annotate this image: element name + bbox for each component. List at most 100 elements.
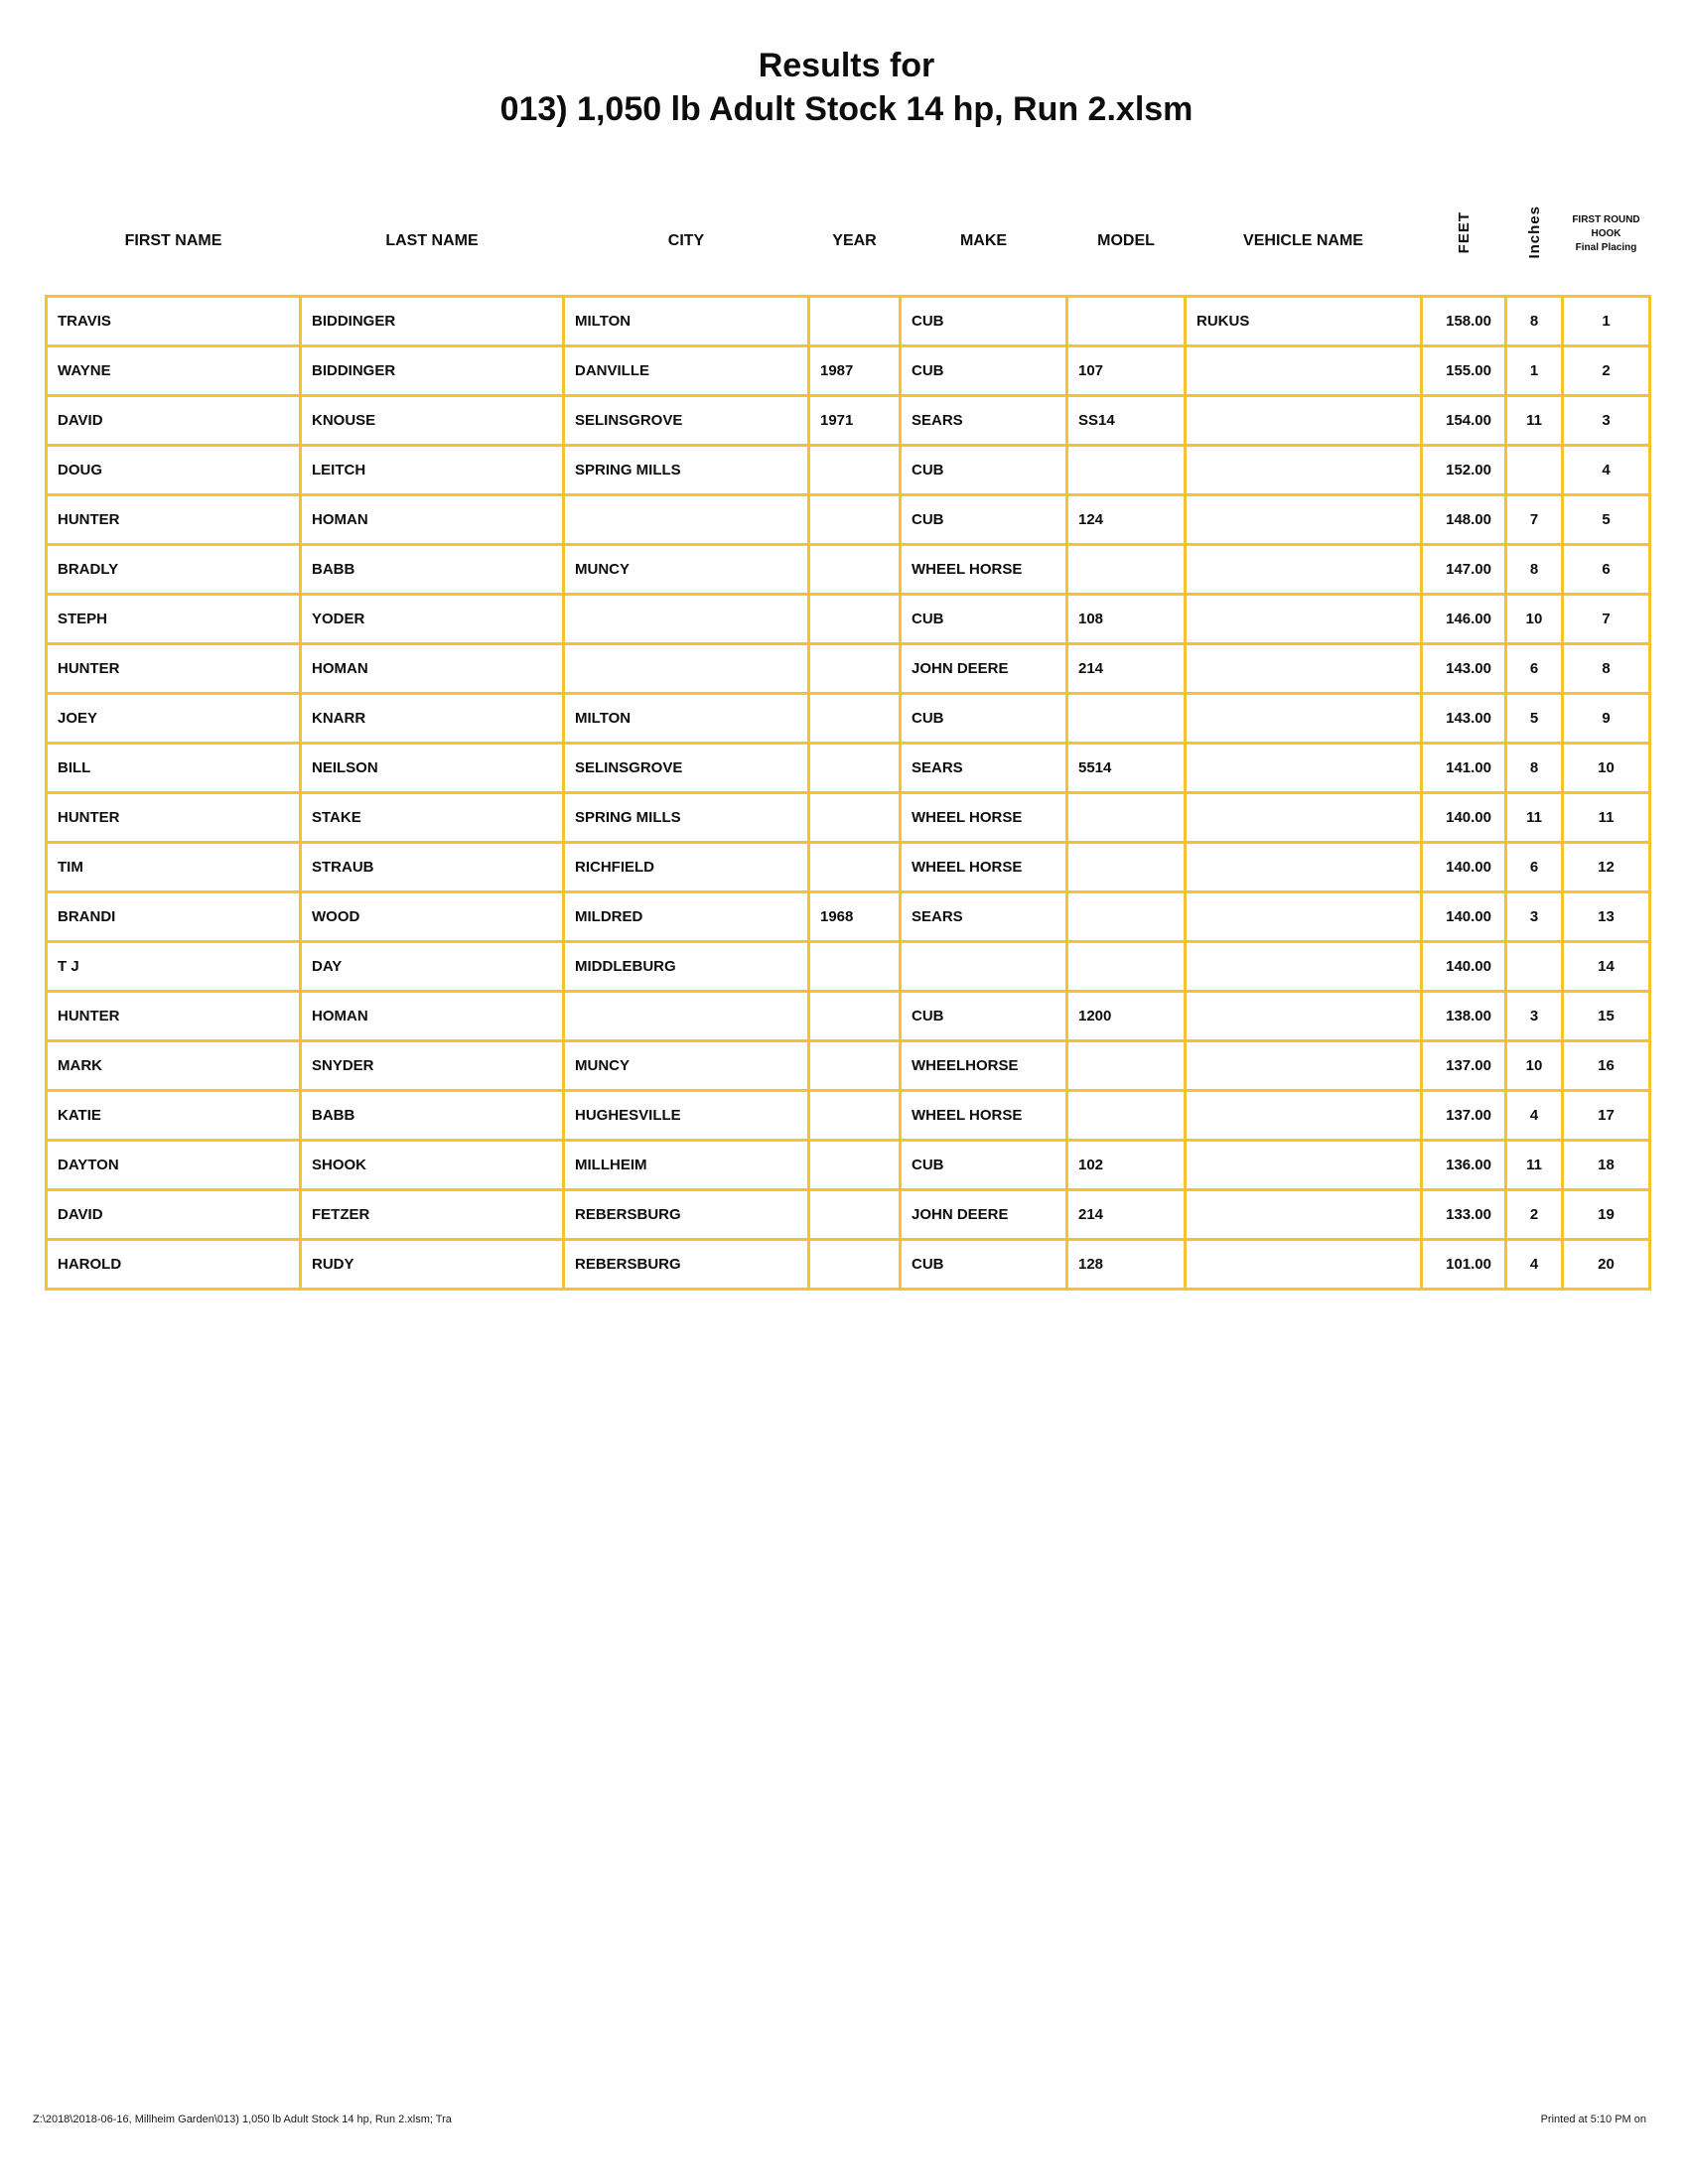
- cell-last-name: STRAUB: [299, 841, 565, 893]
- cell-make: CUB: [899, 444, 1068, 496]
- cell-first-name: BILL: [45, 742, 302, 794]
- cell-make: SEARS: [899, 394, 1068, 447]
- table-row: HUNTER HOMAN CUB 1200 138.00 3 15: [45, 990, 1651, 1042]
- header-row: FIRST NAME LAST NAME CITY YEAR MAKE MODE…: [47, 187, 1650, 297]
- cell-vehicle-name: [1184, 841, 1423, 893]
- cell-inches: [1504, 940, 1564, 993]
- cell-model: 214: [1065, 1188, 1187, 1241]
- table-row: MARK SNYDER MUNCY WHEELHORSE 137.00 10 1…: [45, 1039, 1651, 1092]
- cell-make: WHEELHORSE: [899, 1039, 1068, 1092]
- cell-first-name: HAROLD: [45, 1238, 302, 1291]
- cell-city: SELINSGROVE: [562, 742, 810, 794]
- cell-inches: 2: [1504, 1188, 1564, 1241]
- cell-city: [562, 493, 810, 546]
- cell-feet: 158.00: [1420, 295, 1507, 347]
- cell-year: [807, 444, 902, 496]
- cell-inches: 10: [1504, 593, 1564, 645]
- cell-first-name: BRANDI: [45, 890, 302, 943]
- cell-year: [807, 1089, 902, 1142]
- cell-final-placing: 9: [1561, 692, 1651, 745]
- cell-make: JOHN DEERE: [899, 1188, 1068, 1241]
- cell-feet: 146.00: [1420, 593, 1507, 645]
- cell-inches: 6: [1504, 642, 1564, 695]
- cell-vehicle-name: [1184, 1188, 1423, 1241]
- cell-vehicle-name: RUKUS: [1184, 295, 1423, 347]
- cell-make: CUB: [899, 593, 1068, 645]
- col-header-inches: Inches: [1506, 187, 1563, 297]
- cell-first-name: HUNTER: [45, 493, 302, 546]
- cell-inches: 11: [1504, 1139, 1564, 1191]
- cell-make: WHEEL HORSE: [899, 543, 1068, 596]
- cell-vehicle-name: [1184, 1039, 1423, 1092]
- cell-inches: 8: [1504, 543, 1564, 596]
- cell-feet: 141.00: [1420, 742, 1507, 794]
- cell-first-name: BRADLY: [45, 543, 302, 596]
- table-row: BRADLY BABB MUNCY WHEEL HORSE 147.00 8 6: [45, 543, 1651, 596]
- cell-feet: 137.00: [1420, 1089, 1507, 1142]
- cell-make: [899, 940, 1068, 993]
- results-table: FIRST NAME LAST NAME CITY YEAR MAKE MODE…: [45, 187, 1651, 1291]
- cell-last-name: BIDDINGER: [299, 295, 565, 347]
- cell-year: [807, 1238, 902, 1291]
- cell-year: [807, 295, 902, 347]
- cell-vehicle-name: [1184, 940, 1423, 993]
- cell-year: [807, 593, 902, 645]
- cell-vehicle-name: [1184, 890, 1423, 943]
- feet-rotated-label: FEET: [1455, 210, 1473, 254]
- cell-feet: 140.00: [1420, 841, 1507, 893]
- cell-city: SPRING MILLS: [562, 791, 810, 844]
- cell-year: 1968: [807, 890, 902, 943]
- cell-feet: 140.00: [1420, 890, 1507, 943]
- table-row: HAROLD RUDY REBERSBURG CUB 128 101.00 4 …: [45, 1238, 1651, 1291]
- cell-inches: 3: [1504, 890, 1564, 943]
- table-row: DAVID KNOUSE SELINSGROVE 1971 SEARS SS14…: [45, 394, 1651, 447]
- cell-city: REBERSBURG: [562, 1238, 810, 1291]
- col-header-final-placing: FIRST ROUND HOOK Final Placing: [1563, 187, 1650, 297]
- cell-final-placing: 12: [1561, 841, 1651, 893]
- cell-model: [1065, 692, 1187, 745]
- cell-final-placing: 4: [1561, 444, 1651, 496]
- cell-year: [807, 791, 902, 844]
- cell-city: [562, 642, 810, 695]
- cell-vehicle-name: [1184, 742, 1423, 794]
- cell-vehicle-name: [1184, 444, 1423, 496]
- table-row: HUNTER HOMAN CUB 124 148.00 7 5: [45, 493, 1651, 546]
- cell-model: 124: [1065, 493, 1187, 546]
- cell-feet: 152.00: [1420, 444, 1507, 496]
- cell-year: [807, 692, 902, 745]
- table-row: BILL NEILSON SELINSGROVE SEARS 5514 141.…: [45, 742, 1651, 794]
- cell-year: 1987: [807, 344, 902, 397]
- cell-year: [807, 642, 902, 695]
- results-table-body: TRAVIS BIDDINGER MILTON CUB RUKUS 158.00…: [45, 295, 1651, 1291]
- cell-model: [1065, 940, 1187, 993]
- cell-make: WHEEL HORSE: [899, 841, 1068, 893]
- cell-inches: 1: [1504, 344, 1564, 397]
- cell-final-placing: 19: [1561, 1188, 1651, 1241]
- cell-final-placing: 16: [1561, 1039, 1651, 1092]
- cell-city: [562, 593, 810, 645]
- cell-last-name: HOMAN: [299, 642, 565, 695]
- cell-vehicle-name: [1184, 593, 1423, 645]
- cell-city: MIDDLEBURG: [562, 940, 810, 993]
- cell-city: RICHFIELD: [562, 841, 810, 893]
- cell-final-placing: 11: [1561, 791, 1651, 844]
- cell-city: MILTON: [562, 692, 810, 745]
- report-title-line2: 013) 1,050 lb Adult Stock 14 hp, Run 2.x…: [499, 90, 1194, 128]
- cell-final-placing: 8: [1561, 642, 1651, 695]
- cell-vehicle-name: [1184, 1238, 1423, 1291]
- cell-make: CUB: [899, 1139, 1068, 1191]
- cell-make: JOHN DEERE: [899, 642, 1068, 695]
- table-row: TIM STRAUB RICHFIELD WHEEL HORSE 140.00 …: [45, 841, 1651, 893]
- hook-header-line2: HOOK: [1591, 227, 1621, 239]
- cell-first-name: DAVID: [45, 394, 302, 447]
- cell-feet: 138.00: [1420, 990, 1507, 1042]
- table-row: DAYTON SHOOK MILLHEIM CUB 102 136.00 11 …: [45, 1139, 1651, 1191]
- cell-feet: 154.00: [1420, 394, 1507, 447]
- cell-vehicle-name: [1184, 493, 1423, 546]
- cell-make: SEARS: [899, 890, 1068, 943]
- cell-last-name: HOMAN: [299, 990, 565, 1042]
- cell-last-name: FETZER: [299, 1188, 565, 1241]
- cell-inches: 4: [1504, 1238, 1564, 1291]
- cell-make: CUB: [899, 990, 1068, 1042]
